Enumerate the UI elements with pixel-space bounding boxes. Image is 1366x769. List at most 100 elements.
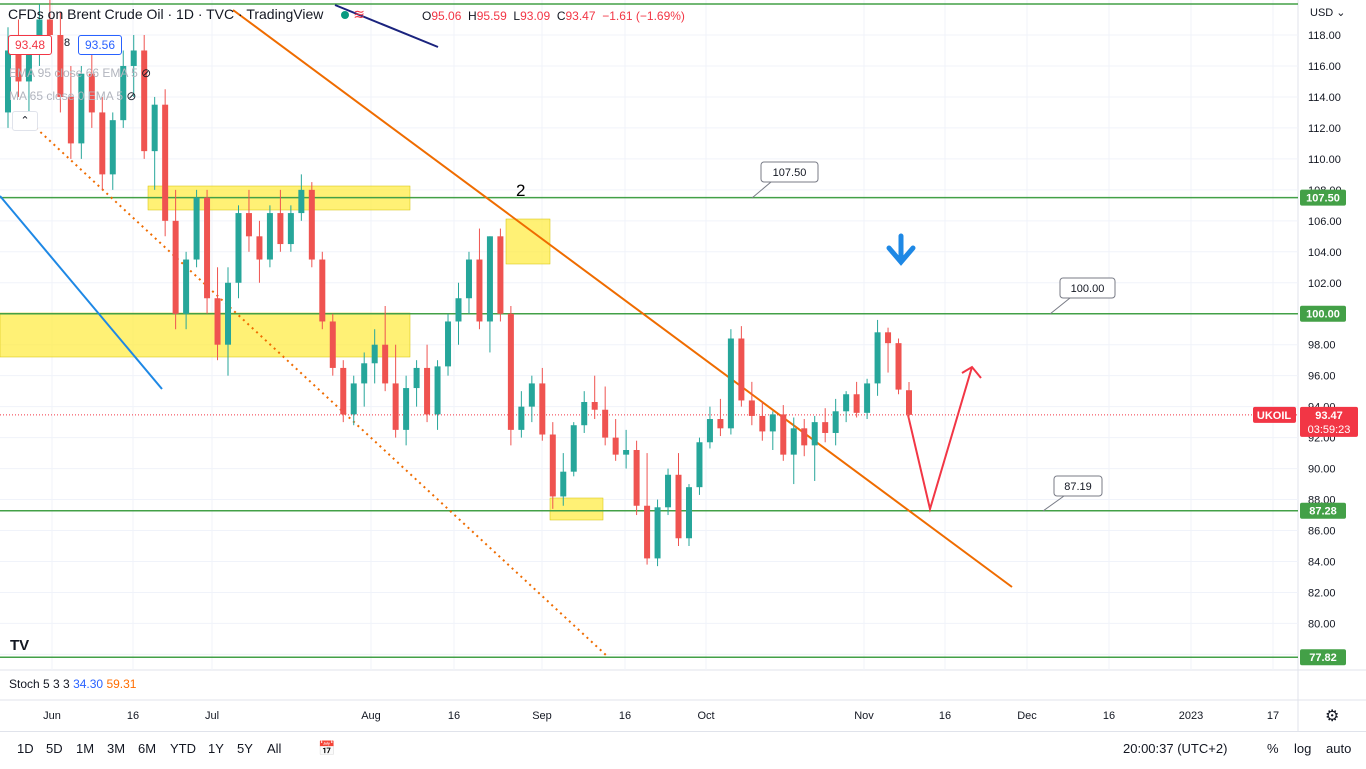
level-label-text: 77.82: [1309, 652, 1337, 664]
candle: [665, 468, 672, 516]
timeframe-1m[interactable]: 1M: [76, 741, 95, 756]
candle-body: [67, 96, 74, 144]
candle-body: [864, 383, 871, 413]
candle: [507, 305, 514, 446]
market-status[interactable]: ≋: [341, 6, 365, 22]
callout-box: [1053, 475, 1103, 497]
candle-body: [319, 259, 326, 322]
percent-toggle[interactable]: %: [1267, 741, 1279, 756]
currency-selector[interactable]: USD ⌄: [1310, 7, 1346, 19]
candle: [183, 251, 190, 330]
stoch-legend[interactable]: Stoch 5 3 3 34.30 59.31: [9, 677, 137, 691]
auto-toggle[interactable]: auto: [1326, 741, 1352, 756]
candle: [235, 205, 242, 299]
candle-body: [25, 42, 32, 82]
time-tick-label: Jul: [205, 710, 219, 722]
candle: [895, 338, 902, 395]
candle: [612, 419, 619, 461]
indicator-ema[interactable]: EMA 95 close 66 EMA 5 ⊘: [9, 66, 152, 80]
candle-body: [497, 236, 504, 314]
price-tick-label: 86.00: [1308, 526, 1336, 538]
candle-body: [780, 414, 787, 455]
candle: [434, 360, 441, 430]
candle-body: [235, 213, 242, 283]
timeframe-6m[interactable]: 6M: [138, 741, 157, 756]
timeframe-5d[interactable]: 5D: [46, 741, 63, 756]
collapse-legend-button[interactable]: ⌃: [12, 111, 38, 131]
sell-button[interactable]: 93.48: [8, 35, 53, 55]
candle: [120, 50, 127, 128]
candle-body: [287, 213, 294, 245]
chart-grid: [0, 0, 1366, 731]
callout-pointer: [1042, 495, 1065, 512]
gear-icon[interactable]: ⚙: [1325, 708, 1340, 725]
time-axis: Jun 16 Jul Aug 16 Sep 16 Oct Nov 16 Dec 16 2023 17: [43, 710, 1279, 722]
candle: [518, 391, 525, 438]
candle: [476, 228, 483, 330]
candle-body: [759, 415, 766, 432]
candle: [769, 411, 776, 450]
eye-hidden-icon[interactable]: ⊘: [126, 89, 137, 103]
candle-body: [539, 383, 546, 435]
time-tick-label: Oct: [697, 710, 714, 722]
clock-readout[interactable]: 20:00:37 (UTC+2): [1123, 741, 1228, 756]
candle-body: [612, 437, 619, 455]
downtrend-line: [232, 9, 1013, 588]
candle: [319, 251, 326, 330]
candle: [204, 189, 211, 314]
callout-box: [1059, 277, 1116, 299]
open-value: 95.06: [431, 9, 462, 23]
price-tick-label: 104.00: [1308, 247, 1342, 259]
candle: [455, 282, 462, 345]
indicator-ma[interactable]: MA 65 close 0 EMA 5 ⊘: [9, 89, 137, 103]
level-price-label: 87.28: [1300, 502, 1346, 519]
candle-body: [214, 298, 221, 345]
time-tick-label: 16: [619, 710, 631, 722]
price-tick-label: 112.00: [1308, 123, 1341, 135]
candle-body: [843, 394, 850, 412]
candle-body: [665, 474, 672, 508]
candle-body: [696, 442, 703, 488]
eye-hidden-icon[interactable]: ⊘: [141, 66, 152, 80]
time-tick-label: 16: [448, 710, 460, 722]
level-price-label: 107.50: [1300, 189, 1346, 206]
symbol-tag-text: UKOIL: [1257, 410, 1292, 422]
candle-body: [623, 450, 630, 455]
candle: [403, 375, 410, 446]
candle-body: [528, 383, 535, 407]
timeframe-3m[interactable]: 3M: [107, 741, 126, 756]
candle-body: [172, 220, 179, 314]
price-chart[interactable]: 107.50 100.00 87.19 118.00 116.00 114.00 112.…: [0, 0, 1366, 731]
candle: [99, 96, 106, 190]
candle-body: [183, 259, 190, 314]
dotted-channel-line: [35, 127, 608, 657]
candle: [382, 305, 389, 392]
candle-body: [455, 298, 462, 322]
candle-body: [832, 411, 839, 433]
log-toggle[interactable]: log: [1294, 741, 1312, 756]
candle: [654, 499, 661, 567]
candle-body: [36, 19, 43, 43]
timeframe-ytd[interactable]: YTD: [170, 741, 196, 756]
candle: [560, 453, 567, 506]
timeframe-all[interactable]: All: [267, 741, 282, 756]
candle: [549, 422, 556, 509]
level-label-bg: [1300, 189, 1346, 206]
tradingview-logo[interactable]: TV: [10, 637, 30, 654]
candle-body: [675, 474, 682, 539]
candle-body: [141, 50, 148, 152]
candle: [706, 406, 713, 449]
buy-button[interactable]: 93.56: [78, 35, 123, 55]
last-price-text: 93.47: [1315, 410, 1343, 422]
date-range-icon[interactable]: 📅: [318, 740, 336, 756]
candle: [822, 408, 829, 443]
timeframe-1d[interactable]: 1D: [17, 741, 34, 756]
candle: [151, 96, 158, 190]
timeframe-1y[interactable]: 1Y: [208, 741, 224, 756]
candle-body: [88, 73, 95, 113]
candle-body: [895, 343, 902, 390]
symbol-title[interactable]: CFDs on Brent Crude Oil · 1D · TVC · Tra…: [8, 6, 324, 22]
timeframe-5y[interactable]: 5Y: [237, 741, 253, 756]
candle-body: [130, 50, 137, 66]
candle-body: [298, 189, 305, 214]
